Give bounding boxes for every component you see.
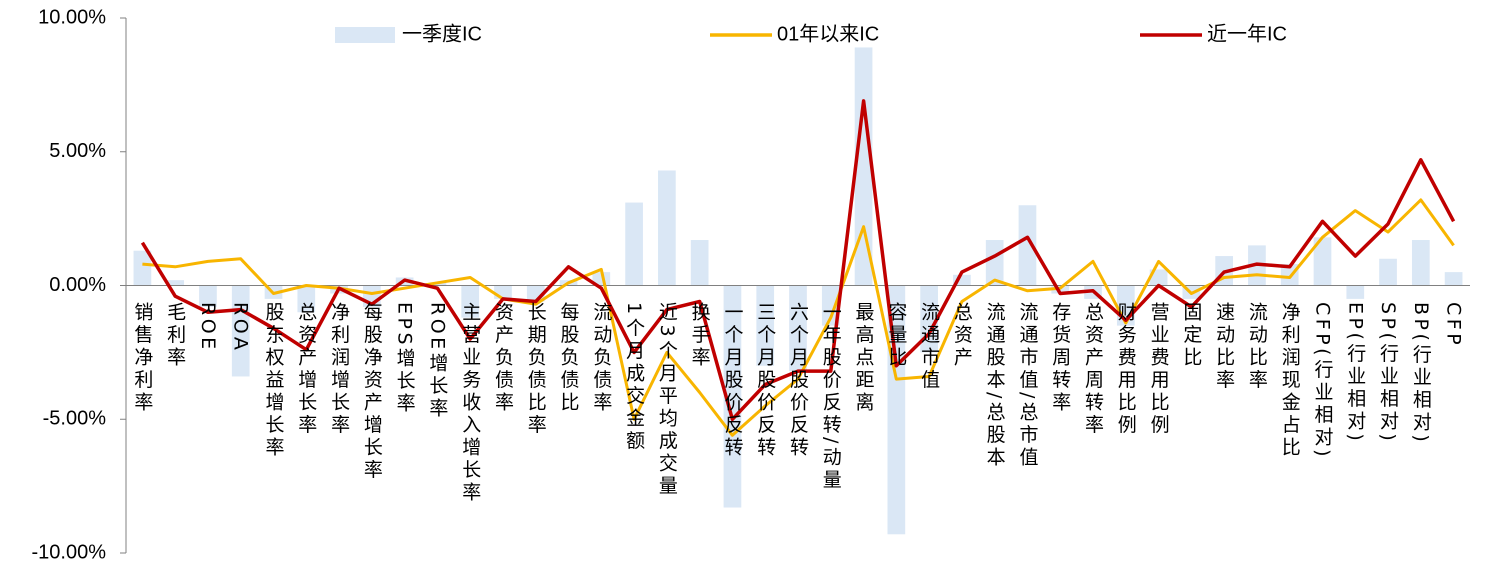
x-tick-label: ROA bbox=[229, 302, 252, 354]
bar bbox=[985, 240, 1004, 286]
bar bbox=[658, 170, 676, 286]
x-tick-label: 一年股价反转/动量 bbox=[819, 302, 842, 492]
x-tick-label: 营业费用比例 bbox=[1147, 302, 1170, 437]
x-tick-label: EP(行业相对) bbox=[1344, 302, 1367, 445]
x-tick-label: 流通市值/总市值 bbox=[1016, 302, 1039, 470]
x-tick-label: 流通股本/总股本 bbox=[983, 302, 1006, 470]
legend-label: 近一年IC bbox=[1207, 22, 1287, 45]
x-tick-label: ROE bbox=[196, 302, 219, 353]
x-tick-label: SP(行业相对) bbox=[1377, 302, 1400, 445]
bar bbox=[854, 47, 873, 286]
x-tick-label: CFP(行业相对) bbox=[1311, 302, 1334, 460]
bar bbox=[592, 272, 611, 286]
x-tick-label: 净利润增长率 bbox=[328, 302, 351, 437]
bar bbox=[133, 250, 152, 286]
x-tick-label: 每股净资产增长率 bbox=[360, 302, 383, 482]
bar bbox=[1346, 285, 1365, 299]
x-tick-label: 容量比 bbox=[885, 302, 908, 370]
bar bbox=[953, 274, 971, 286]
bar bbox=[166, 280, 185, 286]
bar bbox=[297, 285, 316, 313]
x-tick-label: 流动比率 bbox=[1245, 302, 1268, 392]
bar bbox=[1280, 264, 1299, 286]
y-tick-label: 10.00% bbox=[38, 6, 106, 28]
x-tick-label: 固定比 bbox=[1180, 302, 1203, 370]
bar bbox=[723, 285, 742, 508]
bar bbox=[1313, 237, 1332, 286]
x-tick-label: BP(行业相对) bbox=[1409, 302, 1432, 446]
bar bbox=[756, 285, 775, 366]
bar bbox=[1018, 205, 1037, 286]
y-tick-label: 0.00% bbox=[49, 274, 106, 296]
x-tick-label: 主营业务收入增长率 bbox=[459, 302, 482, 505]
bar bbox=[494, 285, 512, 299]
x-tick-label: 销售净利率 bbox=[131, 302, 154, 415]
x-tick-label: 财务费用比例 bbox=[1114, 302, 1137, 437]
legend-swatch bbox=[335, 27, 395, 43]
x-tick-label: 流动负债率 bbox=[590, 302, 613, 415]
x-tick-label: 一个月股价反转 bbox=[721, 302, 744, 460]
x-tick-label: 长期负债比率 bbox=[524, 302, 547, 437]
x-tick-label: 换手率 bbox=[688, 302, 711, 370]
line-series bbox=[140, 99, 1456, 422]
x-tick-label: 总资产 bbox=[950, 302, 973, 370]
x-tick-label: CFP bbox=[1442, 302, 1465, 349]
x-tick-label: 净利润现金占比 bbox=[1278, 302, 1301, 460]
x-tick-label: EPS增长率 bbox=[393, 302, 416, 416]
bar bbox=[1444, 272, 1463, 286]
bar bbox=[690, 240, 709, 286]
x-tick-label: ROE增长率 bbox=[426, 302, 449, 421]
bar bbox=[789, 285, 807, 372]
bar bbox=[625, 202, 643, 286]
x-tick-label: 三个月股价反转 bbox=[754, 302, 777, 460]
bar bbox=[1379, 258, 1397, 286]
x-tick-label: 流通市值 bbox=[918, 302, 941, 392]
y-tick-label: -5.00% bbox=[43, 408, 107, 430]
x-tick-label: 总资产增长率 bbox=[295, 302, 318, 437]
x-tick-label: 总资产周转率 bbox=[1082, 302, 1105, 437]
x-tick-label: 存货周转率 bbox=[1049, 302, 1072, 415]
bar bbox=[887, 285, 906, 535]
bar bbox=[461, 285, 480, 318]
x-tick-label: 股东权益增长率 bbox=[262, 302, 285, 460]
y-tick-label: -10.00% bbox=[32, 541, 107, 563]
x-tick-label: 速动比率 bbox=[1213, 302, 1236, 392]
line-series bbox=[142, 198, 1455, 437]
x-tick-label: 六个月股价反转 bbox=[787, 302, 809, 460]
x-tick-label: 资产负债率 bbox=[491, 302, 514, 415]
bar bbox=[1149, 269, 1168, 286]
bar bbox=[1411, 240, 1430, 286]
y-tick-label: 5.00% bbox=[49, 140, 106, 162]
x-tick-label: 最高点距离 bbox=[852, 302, 875, 415]
bar bbox=[821, 285, 840, 326]
x-tick-label: 每股负债比 bbox=[557, 302, 580, 415]
x-tick-label: 近3个月平均成交量 bbox=[655, 302, 678, 498]
legend-label: 01年以来IC bbox=[777, 22, 879, 45]
x-tick-label: 毛利率 bbox=[164, 302, 187, 370]
legend-label: 一季度IC bbox=[402, 22, 482, 45]
bar bbox=[199, 285, 217, 307]
x-tick-label: 1个月成交金额 bbox=[623, 302, 646, 453]
